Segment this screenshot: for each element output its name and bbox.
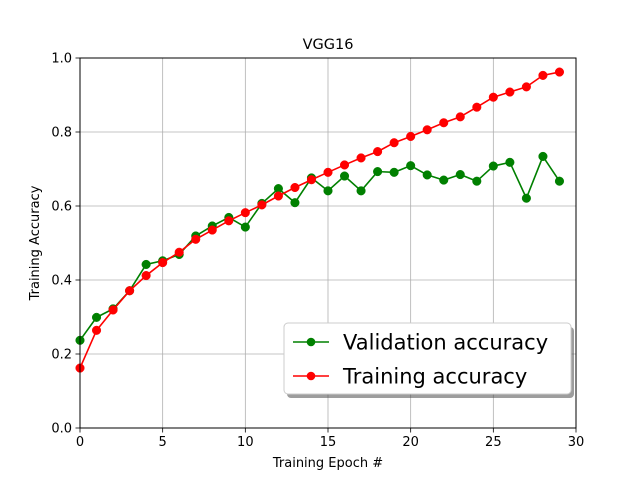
x-axis-label: Training Epoch # [272, 456, 383, 471]
data-point [356, 153, 366, 163]
data-point [472, 102, 482, 112]
x-tick-label: 25 [485, 435, 502, 450]
data-point [339, 171, 350, 181]
data-point [141, 271, 151, 281]
legend-label: Validation accuracy [343, 331, 548, 355]
data-point [240, 222, 250, 232]
x-tick-label: 30 [568, 435, 585, 450]
y-tick-label: 1.0 [51, 52, 72, 67]
data-point [521, 193, 531, 203]
data-point [290, 198, 300, 208]
data-point [373, 167, 383, 177]
series-layer [75, 67, 565, 373]
data-point [455, 170, 465, 180]
data-point [422, 170, 432, 180]
data-point [125, 286, 135, 296]
data-point [158, 258, 168, 268]
data-point [472, 176, 482, 186]
data-point [257, 200, 267, 210]
data-point [141, 259, 151, 270]
y-tick-label: 0.2 [51, 348, 72, 363]
data-point [191, 234, 201, 244]
data-point [373, 147, 383, 157]
data-point [488, 92, 498, 102]
data-point [439, 118, 449, 128]
data-point [455, 112, 465, 122]
x-tick-label: 20 [402, 435, 419, 450]
legend-marker [306, 337, 316, 347]
data-point [389, 138, 399, 148]
y-tick-label: 0.8 [51, 126, 72, 141]
data-point [406, 131, 416, 141]
y-axis-label: Training Accuracy [28, 185, 43, 301]
data-point [521, 82, 531, 92]
chart-title: VGG16 [303, 37, 354, 53]
data-point [91, 312, 102, 322]
data-point [422, 125, 432, 135]
data-point [323, 167, 333, 177]
data-point [91, 325, 102, 335]
ticks: 0 5 10 15 20 25 30 0.0 0.2 0.4 0.6 0.8 1.0 [51, 52, 584, 451]
y-tick-label: 0.0 [51, 422, 72, 437]
data-point [240, 208, 250, 218]
series-training [75, 67, 565, 373]
data-point [273, 191, 283, 201]
data-point [505, 157, 515, 167]
data-point [439, 175, 449, 185]
data-point [554, 67, 565, 77]
legend-marker [306, 371, 316, 381]
data-point [505, 87, 515, 97]
data-point [389, 167, 399, 177]
x-tick-label: 5 [159, 435, 167, 450]
data-point [538, 70, 548, 80]
data-point [108, 305, 118, 315]
data-point [538, 151, 548, 161]
data-point [356, 186, 366, 196]
data-point [554, 176, 565, 186]
legend-box [283, 322, 572, 395]
data-point [306, 175, 317, 185]
y-tick-label: 0.6 [51, 200, 72, 215]
data-point [323, 186, 333, 196]
data-point [207, 225, 217, 235]
x-tick-label: 0 [76, 435, 84, 450]
x-tick-label: 15 [320, 435, 337, 450]
y-tick-label: 0.4 [51, 274, 72, 289]
data-point [224, 216, 234, 226]
x-tick-label: 10 [237, 435, 254, 450]
data-point [174, 247, 184, 257]
legend: Validation accuracy Training accuracy [283, 322, 574, 398]
data-point [290, 182, 300, 193]
data-point [406, 161, 416, 171]
data-point [488, 161, 498, 171]
legend-label: Training accuracy [342, 365, 527, 389]
data-point [339, 160, 350, 170]
